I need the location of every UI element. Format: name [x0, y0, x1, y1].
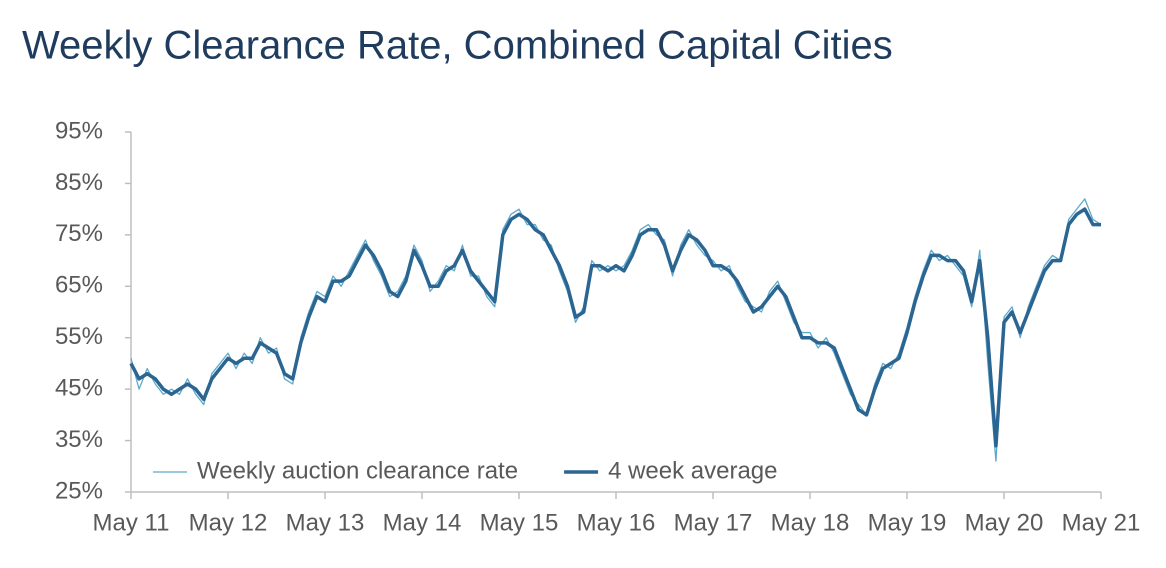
series-line — [130, 198, 1102, 462]
x-tick-label: May 18 — [771, 509, 850, 536]
x-tick-label: May 19 — [868, 509, 947, 536]
legend-label: Weekly auction clearance rate — [197, 457, 518, 484]
y-tick-label: 25% — [55, 477, 103, 504]
y-tick-label: 95% — [55, 117, 103, 144]
y-tick-label: 45% — [55, 374, 103, 401]
series-line — [129, 207, 1101, 448]
x-tick-label: May 21 — [1062, 509, 1141, 536]
x-tick-label: May 11 — [93, 509, 170, 536]
y-tick-label: 55% — [55, 323, 103, 350]
x-tick-label: May 14 — [383, 509, 462, 536]
y-tick-label: 35% — [55, 426, 103, 453]
x-tick-label: May 16 — [577, 509, 656, 536]
y-tick-label: 85% — [55, 169, 103, 196]
x-tick-label: May 17 — [674, 509, 753, 536]
legend-label: 4 week average — [608, 457, 777, 484]
x-tick-label: May 15 — [480, 509, 559, 536]
chart-title: Weekly Clearance Rate, Combined Capital … — [22, 24, 893, 68]
y-tick-label: 75% — [55, 220, 103, 247]
x-tick-label: May 12 — [189, 509, 268, 536]
x-tick-label: May 20 — [965, 509, 1044, 536]
y-tick-label: 65% — [55, 272, 103, 299]
x-tick-label: May 13 — [286, 509, 365, 536]
